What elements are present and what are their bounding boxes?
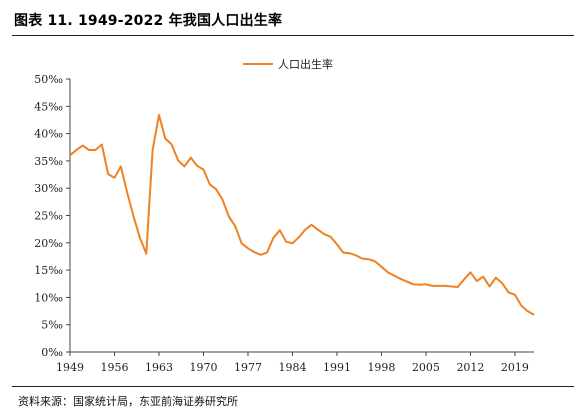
title-rule [12, 35, 574, 36]
x-tick-label: 1949 [56, 361, 84, 374]
x-tick-label: 1963 [145, 361, 173, 374]
x-tick-label: 1991 [323, 361, 351, 374]
y-tick-label: 35‰ [34, 155, 63, 168]
x-tick-label: 2012 [456, 361, 484, 374]
x-tick-label: 1970 [189, 361, 217, 374]
y-tick-label: 30‰ [34, 182, 63, 195]
series-line [69, 114, 535, 316]
y-tick-label: 20‰ [34, 237, 63, 250]
x-tick-label: 2005 [412, 361, 440, 374]
y-tick-label: 15‰ [34, 264, 63, 277]
y-tick-label: 25‰ [34, 210, 63, 223]
x-tick-label: 1984 [278, 361, 306, 374]
y-tick-label: 50‰ [34, 73, 63, 86]
figure-title: 图表 11. 1949-2022 年我国人口出生率 [14, 13, 283, 29]
y-tick-label: 5‰ [41, 319, 63, 332]
x-tick-label: 2019 [501, 361, 529, 374]
x-tick-label: 1998 [367, 361, 395, 374]
x-tick-label: 1956 [100, 361, 128, 374]
y-tick-label: 40‰ [34, 128, 63, 141]
x-tick-label: 1977 [234, 361, 262, 374]
source-note: 资料来源：国家统计局，东亚前海证券研究所 [18, 395, 238, 408]
legend-label: 人口出生率 [278, 57, 333, 71]
y-tick-label: 0‰ [41, 346, 63, 359]
y-tick-label: 45‰ [34, 100, 63, 113]
source-rule [12, 386, 574, 387]
y-tick-label: 10‰ [34, 291, 63, 304]
